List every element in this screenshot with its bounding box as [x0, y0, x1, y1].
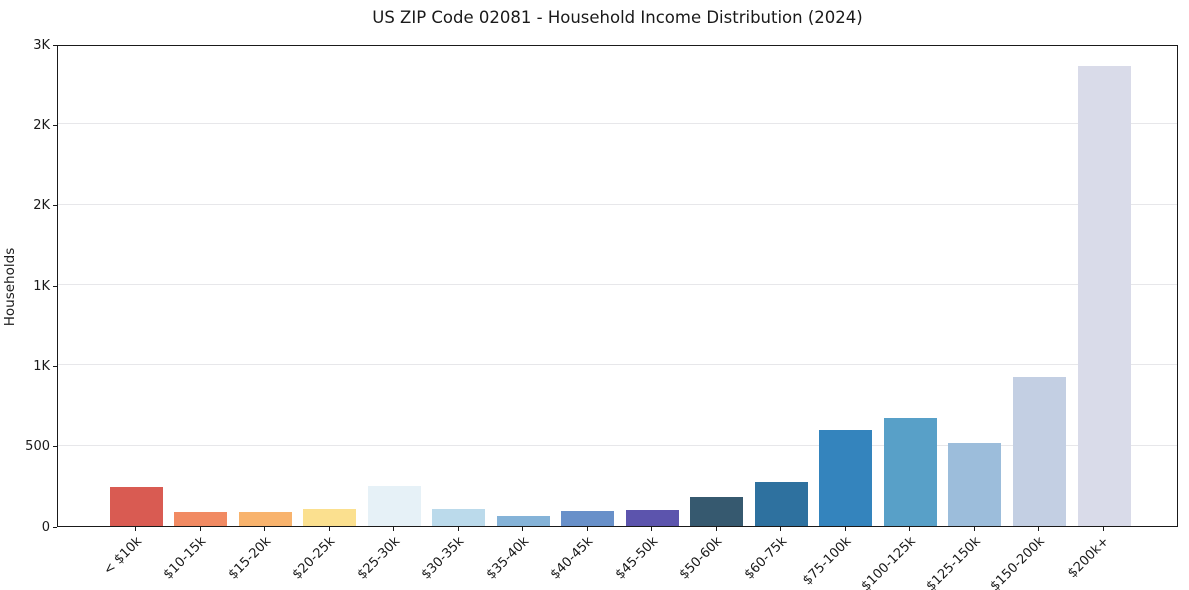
x-tick-label: $25-30k — [354, 534, 403, 583]
gridline — [58, 444, 1177, 446]
x-tick-label: < $10k — [100, 534, 145, 579]
bar-100-125k — [883, 417, 937, 526]
x-tick-label: $40-45k — [547, 534, 597, 583]
chart-title: US ZIP Code 02081 - Household Income Dis… — [372, 8, 863, 27]
y-tick-mark — [53, 285, 57, 287]
x-tick-label: $15-20k — [225, 534, 274, 583]
x-tick-mark — [328, 527, 330, 531]
y-tick-label: 2K — [33, 198, 50, 214]
x-tick-mark — [973, 527, 975, 531]
y-tick-mark — [53, 44, 57, 46]
x-tick-mark — [1103, 527, 1104, 531]
x-tick-label: $30-35k — [418, 534, 468, 583]
x-tick-label: $150-200k — [987, 534, 1049, 590]
bar-60-75k — [754, 481, 808, 526]
x-tick-label: $100-125k — [858, 534, 920, 590]
x-tick-mark — [909, 527, 911, 531]
bar-150-200k — [1012, 377, 1066, 526]
bar-75-100k — [819, 429, 873, 526]
x-tick-label: $35-40k — [483, 534, 532, 583]
y-tick-mark — [53, 124, 57, 126]
x-tick-mark — [135, 527, 136, 531]
x-tick-mark — [844, 527, 846, 531]
bar-15-20k — [238, 511, 292, 526]
plot-area — [57, 45, 1178, 527]
x-tick-mark — [780, 527, 782, 531]
x-tick-label: $75-100k — [800, 534, 855, 589]
x-tick-mark — [651, 527, 653, 531]
y-tick-mark — [53, 526, 57, 528]
bar-200k+ — [1077, 65, 1131, 526]
x-tick-label: $20-25k — [289, 534, 339, 583]
x-tick-mark — [199, 527, 201, 531]
x-tick-mark — [264, 527, 266, 531]
y-tick-label: 3K — [33, 37, 50, 53]
x-tick-mark — [715, 527, 717, 531]
bar-25-30k — [367, 485, 421, 526]
gridline — [58, 364, 1177, 366]
bar-10-15k — [174, 511, 227, 526]
y-tick-mark — [53, 446, 57, 448]
x-tick-mark — [586, 527, 588, 531]
bar-20-25k — [303, 509, 357, 526]
x-tick-label: $125-150k — [923, 534, 984, 590]
x-tick-mark — [522, 527, 524, 531]
x-tick-mark — [1038, 527, 1040, 531]
y-tick-label: 1K — [33, 358, 50, 374]
bar-35-40k — [496, 516, 550, 526]
x-tick-mark — [457, 527, 459, 531]
x-tick-label: $60-75k — [741, 534, 790, 583]
y-tick-label: 1K — [33, 278, 50, 294]
x-tick-label: $45-50k — [612, 534, 661, 583]
gridline — [58, 203, 1177, 205]
bar-10k — [109, 487, 163, 526]
y-tick-mark — [53, 365, 57, 367]
gridline — [58, 284, 1177, 285]
bar-30-35k — [432, 509, 486, 526]
x-tick-label: $200k+ — [1065, 534, 1113, 582]
bar-40-45k — [561, 510, 615, 526]
x-tick-label: $50-60k — [676, 534, 726, 583]
y-tick-mark — [53, 205, 57, 207]
x-tick-mark — [393, 527, 395, 531]
y-tick-label: 500 — [25, 439, 50, 455]
y-tick-label: 2K — [33, 117, 50, 133]
bar-125-150k — [948, 443, 1002, 526]
bar-45-50k — [625, 509, 679, 526]
y-tick-label: 0 — [41, 519, 50, 535]
bar-50-60k — [690, 497, 744, 526]
gridline — [58, 123, 1177, 125]
x-tick-label: $10-15k — [160, 534, 210, 583]
